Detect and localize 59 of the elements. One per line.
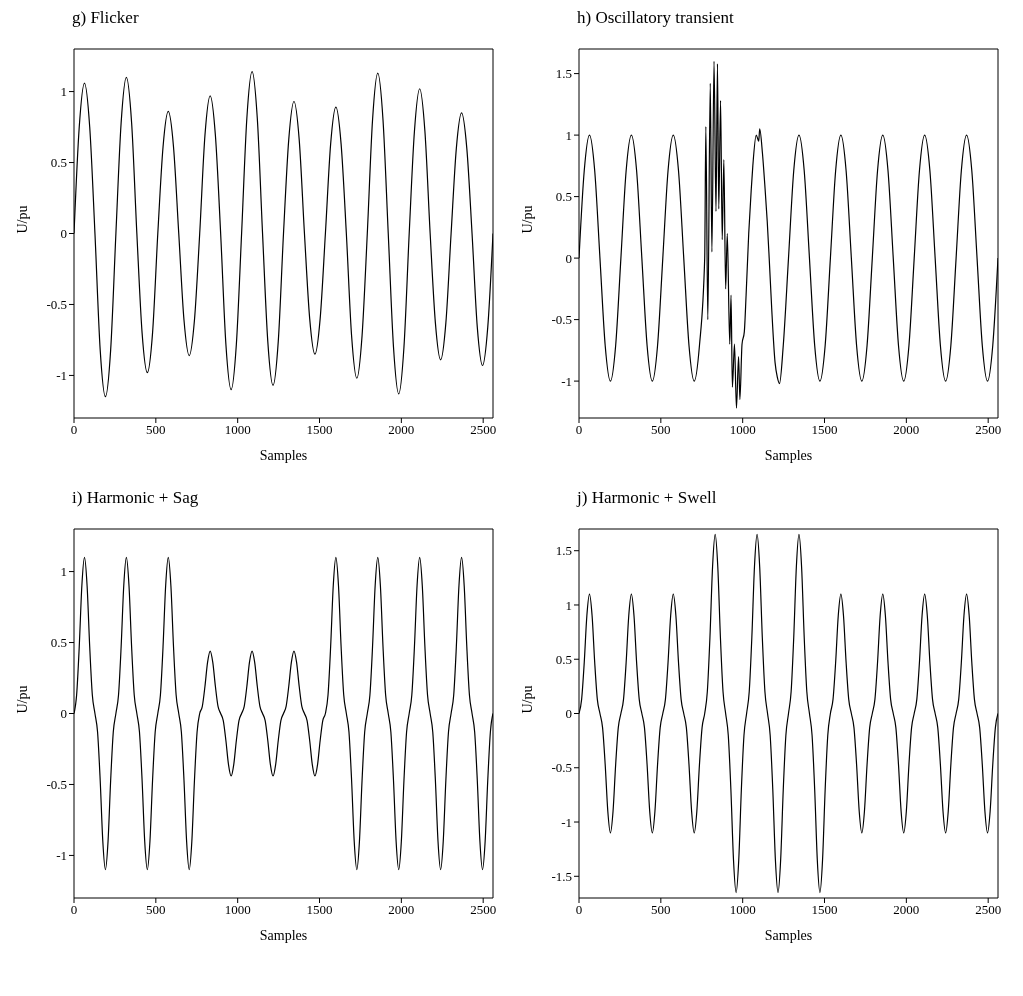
y-axis-title: U/pu — [519, 685, 535, 714]
x-tick-label: 500 — [146, 902, 166, 918]
y-tick-label: 1 — [565, 127, 572, 143]
y-tick-label: 0.5 — [50, 155, 67, 171]
y-tick-label: 0.5 — [555, 189, 572, 205]
chart-title: j) Harmonic + Swell — [575, 488, 718, 509]
y-tick-label: -0.5 — [46, 777, 67, 793]
y-tick-label: 0 — [565, 706, 572, 722]
x-tick-label: 500 — [146, 422, 166, 438]
y-tick-label: 0.5 — [50, 635, 67, 651]
y-tick-label: -1 — [56, 848, 67, 864]
y-tick-label: 0.5 — [555, 651, 572, 667]
x-tick-label: 500 — [651, 422, 671, 438]
x-tick-label: 2500 — [975, 422, 1002, 438]
y-tick-label: 1.5 — [555, 543, 572, 559]
x-tick-label: 1500 — [306, 902, 333, 918]
x-tick-label: 1500 — [811, 422, 838, 438]
y-tick-label: -1 — [561, 373, 572, 389]
x-axis-title: Samples — [764, 928, 813, 943]
y-tick-label: 0 — [60, 226, 67, 242]
chart-title: i) Harmonic + Sag — [71, 488, 200, 509]
x-tick-label: 2500 — [470, 422, 497, 438]
x-tick-label: 2000 — [388, 902, 415, 918]
x-tick-label: 500 — [651, 902, 671, 918]
y-tick-label: -0.5 — [551, 312, 572, 328]
x-tick-label: 2000 — [893, 902, 920, 918]
x-axis-title: Samples — [764, 448, 813, 463]
y-tick-label: 0 — [565, 250, 572, 266]
x-tick-label: 2500 — [975, 902, 1002, 918]
x-tick-label: 2500 — [470, 902, 497, 918]
y-tick-label: -1 — [561, 814, 572, 830]
y-tick-label: 1 — [565, 597, 572, 613]
x-axis-title: Samples — [259, 448, 308, 463]
x-tick-label: 0 — [70, 422, 78, 438]
y-tick-label: 1 — [60, 84, 67, 100]
x-tick-label: 0 — [70, 902, 78, 918]
y-axis-title: U/pu — [14, 205, 30, 234]
y-axis-title: U/pu — [14, 685, 30, 714]
x-axis-title: Samples — [259, 928, 308, 943]
x-tick-label: 1000 — [224, 422, 251, 438]
y-tick-label: 1.5 — [555, 66, 572, 82]
y-tick-label: 0 — [60, 706, 67, 722]
y-tick-label: -0.5 — [46, 297, 67, 313]
x-tick-label: 1000 — [224, 902, 251, 918]
y-tick-label: 1 — [60, 564, 67, 580]
chart-title: h) Oscillatory transient — [576, 8, 735, 29]
x-tick-label: 1500 — [811, 902, 838, 918]
y-tick-label: -0.5 — [551, 760, 572, 776]
x-tick-label: 0 — [575, 902, 583, 918]
chart-title: g) Flicker — [71, 8, 140, 29]
x-tick-label: 1000 — [729, 422, 756, 438]
y-axis-title: U/pu — [519, 205, 535, 234]
x-tick-label: 0 — [575, 422, 583, 438]
x-tick-label: 1000 — [729, 902, 756, 918]
x-tick-label: 2000 — [893, 422, 920, 438]
y-tick-label: -1.5 — [551, 868, 572, 884]
x-tick-label: 2000 — [388, 422, 415, 438]
y-tick-label: -1 — [56, 368, 67, 384]
x-tick-label: 1500 — [306, 422, 333, 438]
